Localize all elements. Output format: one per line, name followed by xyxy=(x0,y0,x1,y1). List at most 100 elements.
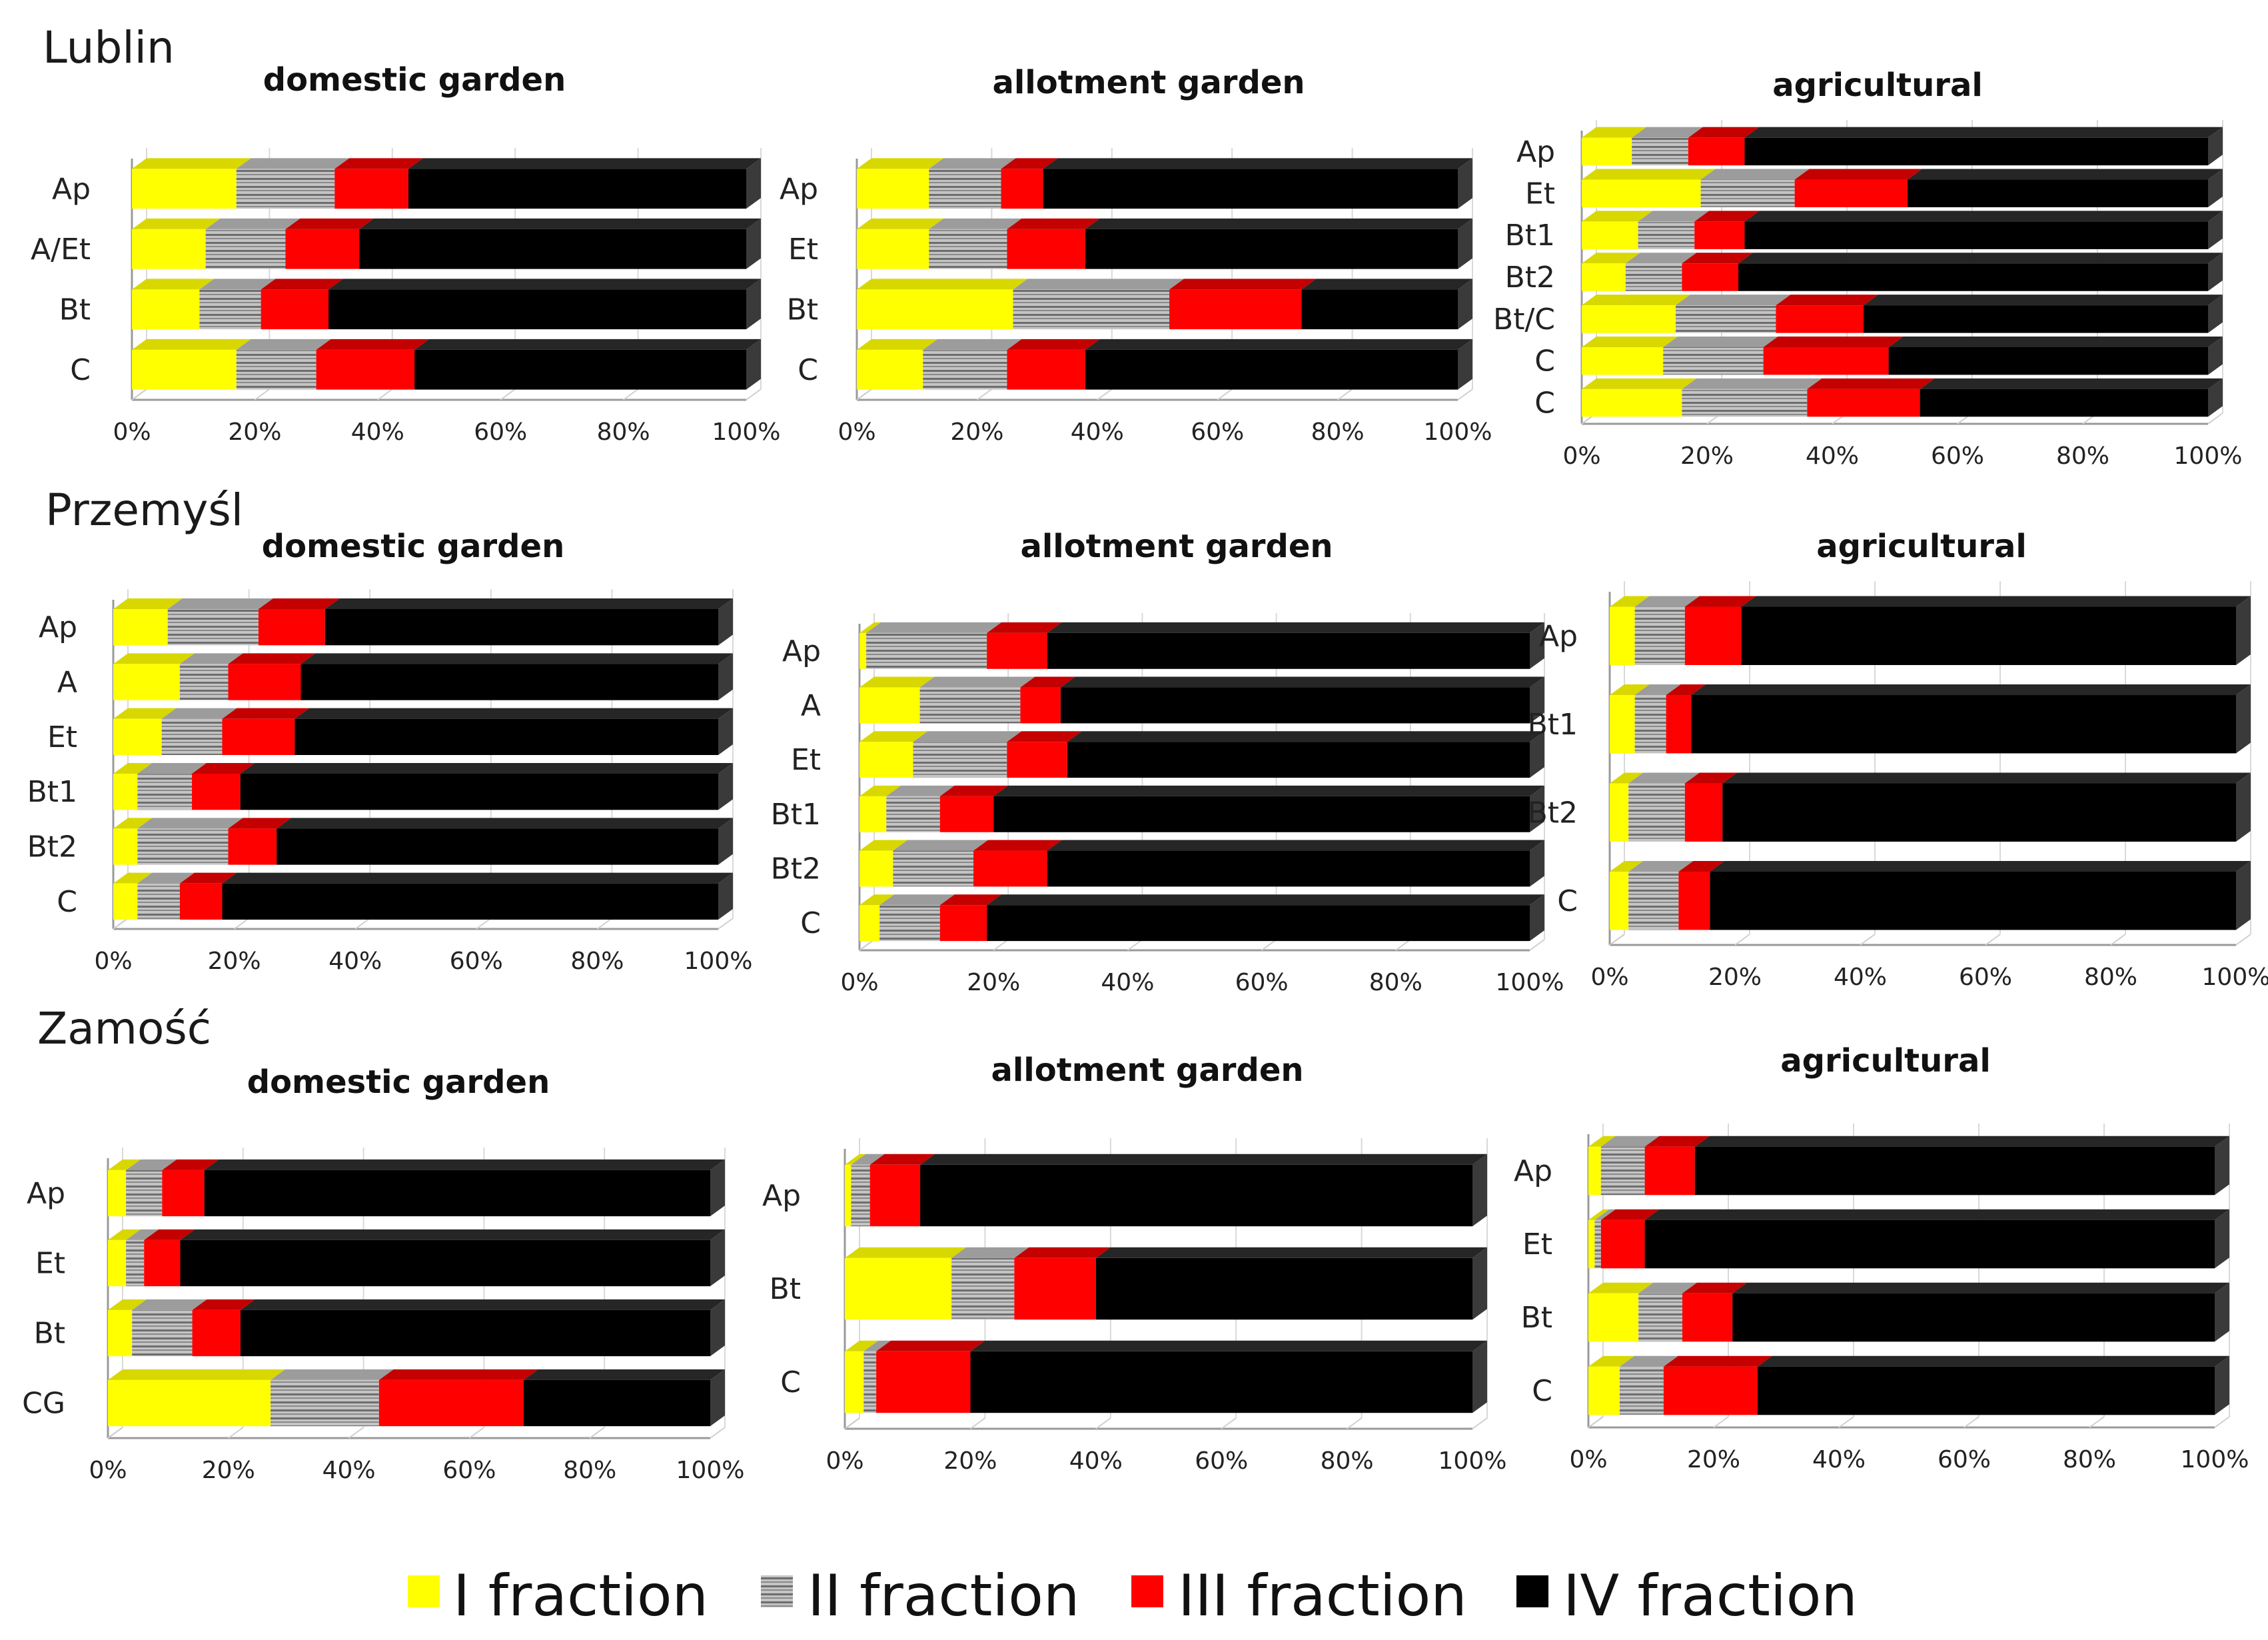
bar-segment-i-fraction-top xyxy=(108,1159,141,1170)
bar-segment-ii-fraction-top xyxy=(879,894,955,906)
x-tick-label: 80% xyxy=(563,1457,616,1484)
chart-przemysl-agricultural: agricultural 0% 20% 40% 60% 80% 100% Ap Bt1 Bt2 C xyxy=(1528,528,2268,991)
bar-segment-iii-fraction xyxy=(1007,742,1067,778)
grid-floor-line xyxy=(1472,1417,1488,1429)
bar-segment-iv-fraction-top xyxy=(180,1229,726,1240)
category-label: Ap xyxy=(27,1177,65,1211)
grid-floor-line xyxy=(131,389,147,401)
bar-segment-iii-fraction-top xyxy=(869,1154,935,1165)
x-tick-label: 100% xyxy=(676,1457,745,1484)
bar-segment-i-fraction-top xyxy=(859,622,881,633)
grid-floor-line xyxy=(1609,934,1625,946)
grid-floor-line xyxy=(476,918,492,930)
bar-segment-iv-fraction xyxy=(1095,1257,1472,1320)
x-tick-label: 100% xyxy=(2202,964,2268,991)
grid-floor-line xyxy=(1964,1416,1980,1428)
category-label: Bt2 xyxy=(1505,261,1555,295)
bar-segment-iv-fraction xyxy=(1732,1293,2215,1342)
category-label: Bt1 xyxy=(1505,219,1555,253)
bar-side-face xyxy=(718,598,733,646)
category-label: Et xyxy=(1522,1228,1552,1261)
bar-segment-i-fraction-top xyxy=(113,762,153,774)
bar-segment-ii-fraction-top xyxy=(1663,336,1778,347)
grid-floor-line xyxy=(1457,389,1473,401)
bar-segment-iv-fraction-top xyxy=(1744,127,2223,138)
bar-segment-iv-fraction-top xyxy=(1710,861,2251,872)
bar-segment-i-fraction xyxy=(1588,1293,1639,1342)
bar-segment-i-fraction-top xyxy=(859,894,895,906)
x-tick-label: 100% xyxy=(1424,418,1492,446)
bar-segment-iii-fraction xyxy=(1807,389,1920,417)
chart-przemysl-domestic-garden: domestic garden 0% 20% 40% 60% 80% 100% Ap A Et Bt… xyxy=(27,528,753,975)
bar-segment-iv-fraction-top xyxy=(277,818,733,829)
chart-title: domestic garden xyxy=(247,1064,550,1101)
bar-segment-iii-fraction xyxy=(1001,169,1043,209)
category-label: Et xyxy=(47,720,77,754)
bar-segment-i-fraction xyxy=(132,169,237,209)
bar-segment-iv-fraction-top xyxy=(1060,676,1544,688)
x-tick-label: 20% xyxy=(208,948,261,975)
bar-side-face xyxy=(1458,279,1472,330)
category-label: CG xyxy=(22,1387,65,1421)
bar-segment-ii-fraction-top xyxy=(179,653,243,664)
category-label: Ap xyxy=(52,172,91,206)
grid-floor-line xyxy=(623,389,639,401)
bar-segment-iii-fraction-top xyxy=(1666,684,1706,696)
bar-segment-iv-fraction xyxy=(970,1351,1472,1413)
category-label: Ap xyxy=(1539,619,1578,653)
bar-segment-i-fraction xyxy=(859,687,920,724)
bar-segment-iv-fraction-top xyxy=(1067,731,1544,742)
bar-segment-ii-fraction xyxy=(919,687,1021,724)
bar-segment-ii-fraction xyxy=(137,883,180,920)
category-label: Ap xyxy=(1516,135,1555,169)
bar-segment-i-fraction xyxy=(859,850,893,887)
bar-side-face xyxy=(2208,295,2223,333)
bar-segment-iii-fraction-top xyxy=(1807,378,1935,389)
x-tick-label: 80% xyxy=(570,948,624,975)
x-tick-label: 20% xyxy=(943,1447,997,1475)
x-tick-label: 40% xyxy=(1071,418,1124,446)
bar-segment-iv-fraction xyxy=(414,349,746,390)
bar-segment-i-fraction-top xyxy=(1582,336,1678,347)
bar-segment-ii-fraction xyxy=(866,632,987,669)
bar-segment-iii-fraction-top xyxy=(222,708,310,719)
bar-segment-iii-fraction xyxy=(1763,347,1889,375)
grid-floor-line xyxy=(228,1427,244,1439)
x-tick-label: 80% xyxy=(1311,418,1365,446)
bar-segment-ii-fraction xyxy=(1600,1146,1645,1196)
bar-segment-i-fraction xyxy=(1610,783,1629,842)
category-label: C xyxy=(1557,884,1578,918)
category-label: A xyxy=(801,689,821,723)
chart-title: allotment garden xyxy=(991,1052,1303,1089)
grid-floor-line xyxy=(2235,934,2251,946)
grid-floor-line xyxy=(1097,389,1113,401)
grid-floor-line xyxy=(1985,934,2001,946)
bar-segment-i-fraction-top xyxy=(857,279,1028,290)
bar-segment-iii-fraction-top xyxy=(1682,253,1753,264)
bar-segment-iii-fraction-top xyxy=(1678,861,1725,872)
bar-segment-ii-fraction xyxy=(879,905,940,942)
x-tick-label: 40% xyxy=(1834,964,1887,991)
bar-segment-i-fraction xyxy=(1588,1220,1595,1269)
bar-side-face xyxy=(1530,676,1544,724)
grid-floor-line xyxy=(348,1427,364,1439)
x-tick-label: 40% xyxy=(1812,1446,1866,1473)
bar-segment-iv-fraction xyxy=(1085,349,1458,390)
x-tick-label: 80% xyxy=(2056,442,2109,470)
x-tick-label: 20% xyxy=(1708,964,1762,991)
bar-segment-iv-fraction-top xyxy=(300,653,734,664)
bar-segment-iv-fraction-top xyxy=(1694,1136,2229,1147)
bar-segment-ii-fraction-top xyxy=(1628,772,1700,784)
x-tick-label: 60% xyxy=(442,1457,496,1484)
bar-segment-i-fraction xyxy=(1582,263,1626,291)
bar-segment-iii-fraction xyxy=(1688,137,1745,166)
grid-floor-line xyxy=(1095,1417,1111,1429)
bar-segment-iv-fraction-top xyxy=(1888,336,2223,347)
grid-floor-line xyxy=(969,1417,985,1429)
bar-segment-ii-fraction-top xyxy=(951,1247,1029,1258)
bar-segment-ii-fraction xyxy=(137,828,229,865)
bar-segment-i-fraction-top xyxy=(113,872,153,884)
category-label: A/Et xyxy=(31,233,91,267)
bar-segment-ii-fraction-top xyxy=(1682,378,1822,389)
bar-segment-iv-fraction-top xyxy=(970,1340,1487,1351)
